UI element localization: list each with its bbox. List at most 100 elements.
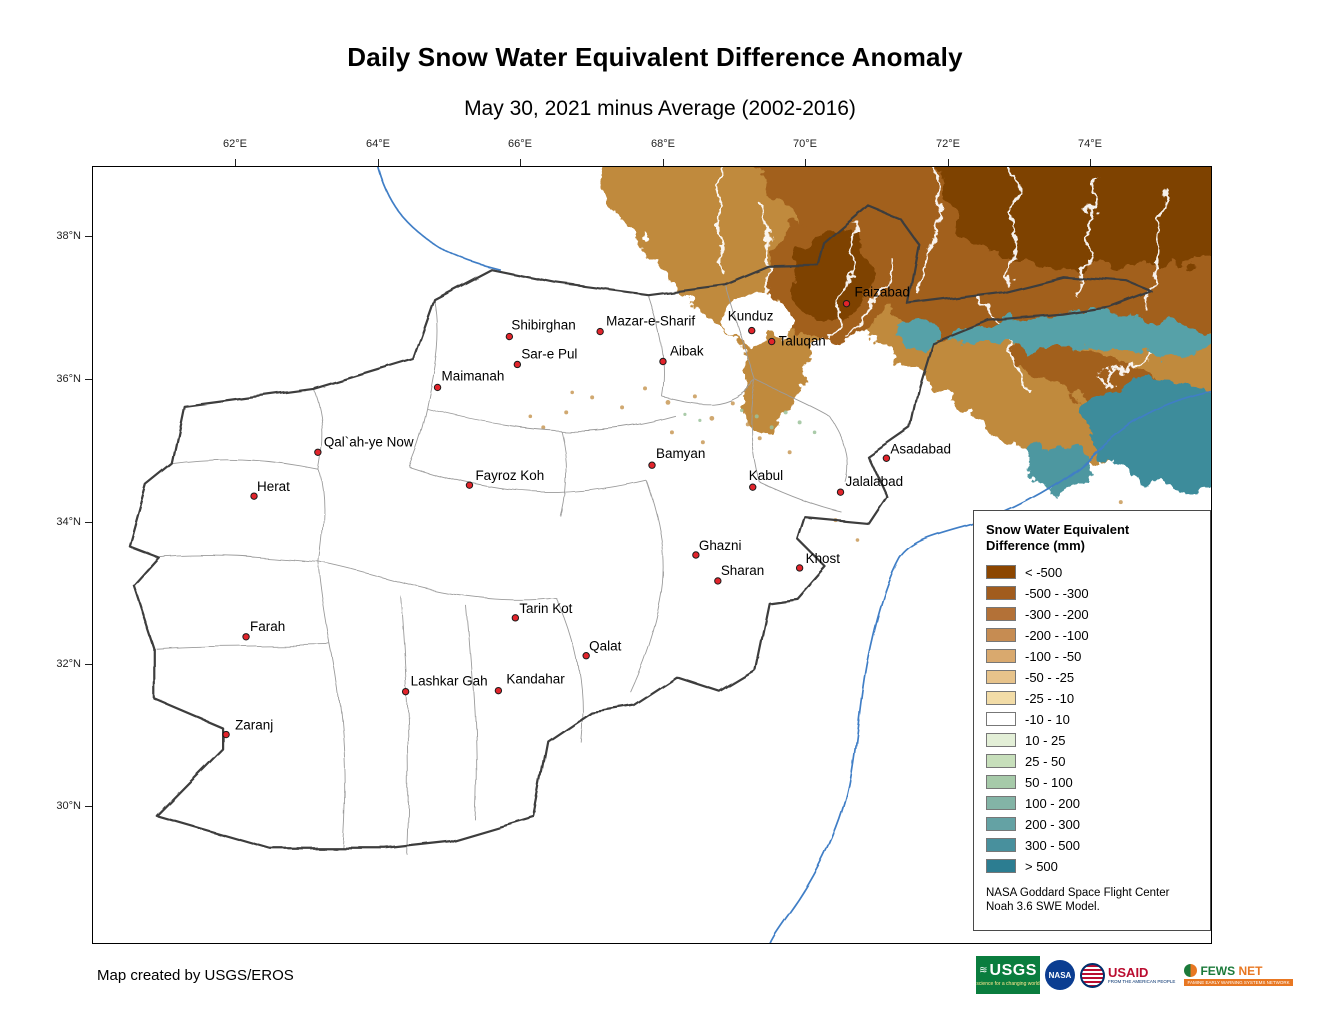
city-label-fayroz-koh: Fayroz Koh (475, 468, 544, 483)
legend-row: 50 - 100 (986, 772, 1202, 793)
legend-swatch (986, 754, 1016, 768)
legend-row: < -500 (986, 562, 1202, 583)
legend-note-line1: NASA Goddard Space Flight Center (986, 886, 1170, 899)
page-title: Daily Snow Water Equivalent Difference A… (347, 42, 963, 72)
valley-vein (760, 202, 777, 319)
city-dot-qal-ah-ye-now (314, 448, 322, 456)
lat-tick-label: 32°N (56, 658, 81, 670)
terrain-positive-patch (895, 316, 940, 349)
legend-label: 25 - 50 (1025, 753, 1066, 769)
legend-label: 200 - 300 (1025, 816, 1080, 832)
city-label-jalalabad: Jalalabad (846, 474, 904, 489)
legend-label: 10 - 25 (1025, 732, 1066, 748)
lat-tick-label: 38°N (56, 230, 81, 242)
city-label-asadabad: Asadabad (890, 441, 951, 456)
legend-row: -10 - 10 (986, 709, 1202, 730)
nasa-logo-text: NASA (1048, 970, 1072, 980)
legend-label: 50 - 100 (1025, 774, 1073, 790)
fewsnet-logo-text-fews: FEWS (1200, 963, 1236, 978)
city-label-faizabad: Faizabad (854, 285, 909, 300)
legend-label: < -500 (1025, 564, 1063, 580)
lon-tick-label: 66°E (508, 138, 532, 150)
city-dot-khost (795, 564, 804, 572)
river-murghab (377, 167, 501, 271)
city-dot-ghazni (692, 551, 700, 559)
city-label-herat: Herat (257, 479, 290, 494)
city-dot-zaranj (222, 730, 230, 739)
usgs-logo-text: USGS (989, 962, 1037, 979)
legend-swatch (986, 607, 1016, 621)
legend-swatch (986, 628, 1016, 642)
valley-vein (828, 222, 859, 341)
city-dot-sar-e-pul (513, 360, 522, 369)
city-label-tarin-kot: Tarin Kot (519, 601, 572, 616)
city-label-shibirghan: Shibirghan (511, 318, 575, 333)
city-dot-kandahar (494, 686, 503, 695)
city-dot-faizabad (842, 299, 851, 308)
lon-tickmark (948, 159, 949, 166)
city-label-lashkar-gah: Lashkar Gah (411, 674, 488, 689)
lat-axis: 38°N 36°N 34°N 32°N 30°N (36, 166, 92, 944)
city-dot-herat (250, 492, 258, 500)
legend-label: -50 - -25 (1025, 669, 1075, 685)
lat-tickmark (85, 379, 92, 380)
lon-tick-label: 64°E (366, 138, 390, 150)
city-label-khost: Khost (806, 551, 841, 566)
legend-label: -10 - 10 (1025, 711, 1070, 727)
legend: Snow Water Equivalent Difference (mm) < … (973, 510, 1211, 931)
city-label-bamyan: Bamyan (656, 446, 705, 461)
usaid-tagline: FROM THE AMERICAN PEOPLE (1108, 979, 1176, 985)
lat-tickmark (85, 522, 92, 523)
terrain-valley-plain (721, 293, 787, 343)
legend-swatch (986, 817, 1016, 831)
legend-row: -50 - -25 (986, 667, 1202, 688)
legend-label: 100 - 200 (1025, 795, 1080, 811)
legend-swatch (986, 649, 1016, 663)
legend-swatch (986, 586, 1016, 600)
city-layer: Faizabad Shibirghan Mazar-e-Sharif Kunduz Ta… (222, 285, 951, 739)
city-dot-kabul (749, 483, 757, 491)
lat-tick-label: 36°N (56, 373, 81, 385)
legend-label: -200 - -100 (1025, 627, 1089, 643)
legend-label: > 500 (1025, 858, 1058, 874)
valley-vein (1141, 188, 1168, 312)
city-label-qal-ah-ye-now: Qal`ah-ye Now (324, 434, 414, 449)
lat-tickmark (85, 806, 92, 807)
legend-swatch (986, 775, 1016, 789)
fewsnet-tagline: FAMINE EARLY WARNING SYSTEMS NETWORK (1184, 979, 1293, 986)
city-dot-sharan (714, 577, 722, 585)
city-dot-qalat (582, 652, 590, 660)
legend-label: 300 - 500 (1025, 837, 1080, 853)
legend-label: -300 - -200 (1025, 606, 1089, 622)
legend-row: > 500 (986, 856, 1202, 877)
lat-tick-label: 30°N (56, 800, 81, 812)
province-boundaries (154, 284, 849, 855)
city-dot-jalalabad (836, 488, 845, 496)
legend-swatch (986, 796, 1016, 810)
lon-tickmark (663, 159, 664, 166)
legend-row: -25 - -10 (986, 688, 1202, 709)
city-label-sar-e-pul: Sar-e Pul (521, 347, 577, 362)
usgs-tagline: science for a changing world (976, 981, 1040, 987)
legend-title-line1: Snow Water Equivalent (986, 522, 1130, 537)
terrain-positive-patch (1027, 445, 1094, 490)
legend-entries: < -500 -500 - -300 -300 - -200 -200 - -100 -… (986, 562, 1202, 877)
city-dot-maimanah (433, 383, 442, 392)
legend-swatch (986, 838, 1016, 852)
usgs-wave-icon: ≋ (979, 965, 988, 976)
page-subtitle: May 30, 2021 minus Average (2002-2016) (464, 97, 856, 120)
nasa-logo: NASA (1045, 960, 1075, 990)
city-label-kabul: Kabul (749, 468, 783, 483)
city-label-qalat: Qalat (589, 639, 621, 654)
credit-logos: ≋ USGS science for a changing world NASA… (976, 952, 1293, 998)
terrain-positive-patch (1084, 379, 1211, 492)
lat-tickmark (85, 664, 92, 665)
country-border-afghanistan (128, 204, 1153, 850)
terrain-negative-dark (941, 167, 1211, 270)
city-dot-aibak (659, 357, 667, 366)
city-dot-lashkar-gah (401, 687, 410, 696)
city-dot-mazar-e-sharif (596, 327, 604, 336)
rivers-layer (377, 167, 1211, 943)
lat-tick-label: 34°N (56, 516, 81, 528)
legend-row: 300 - 500 (986, 835, 1202, 856)
